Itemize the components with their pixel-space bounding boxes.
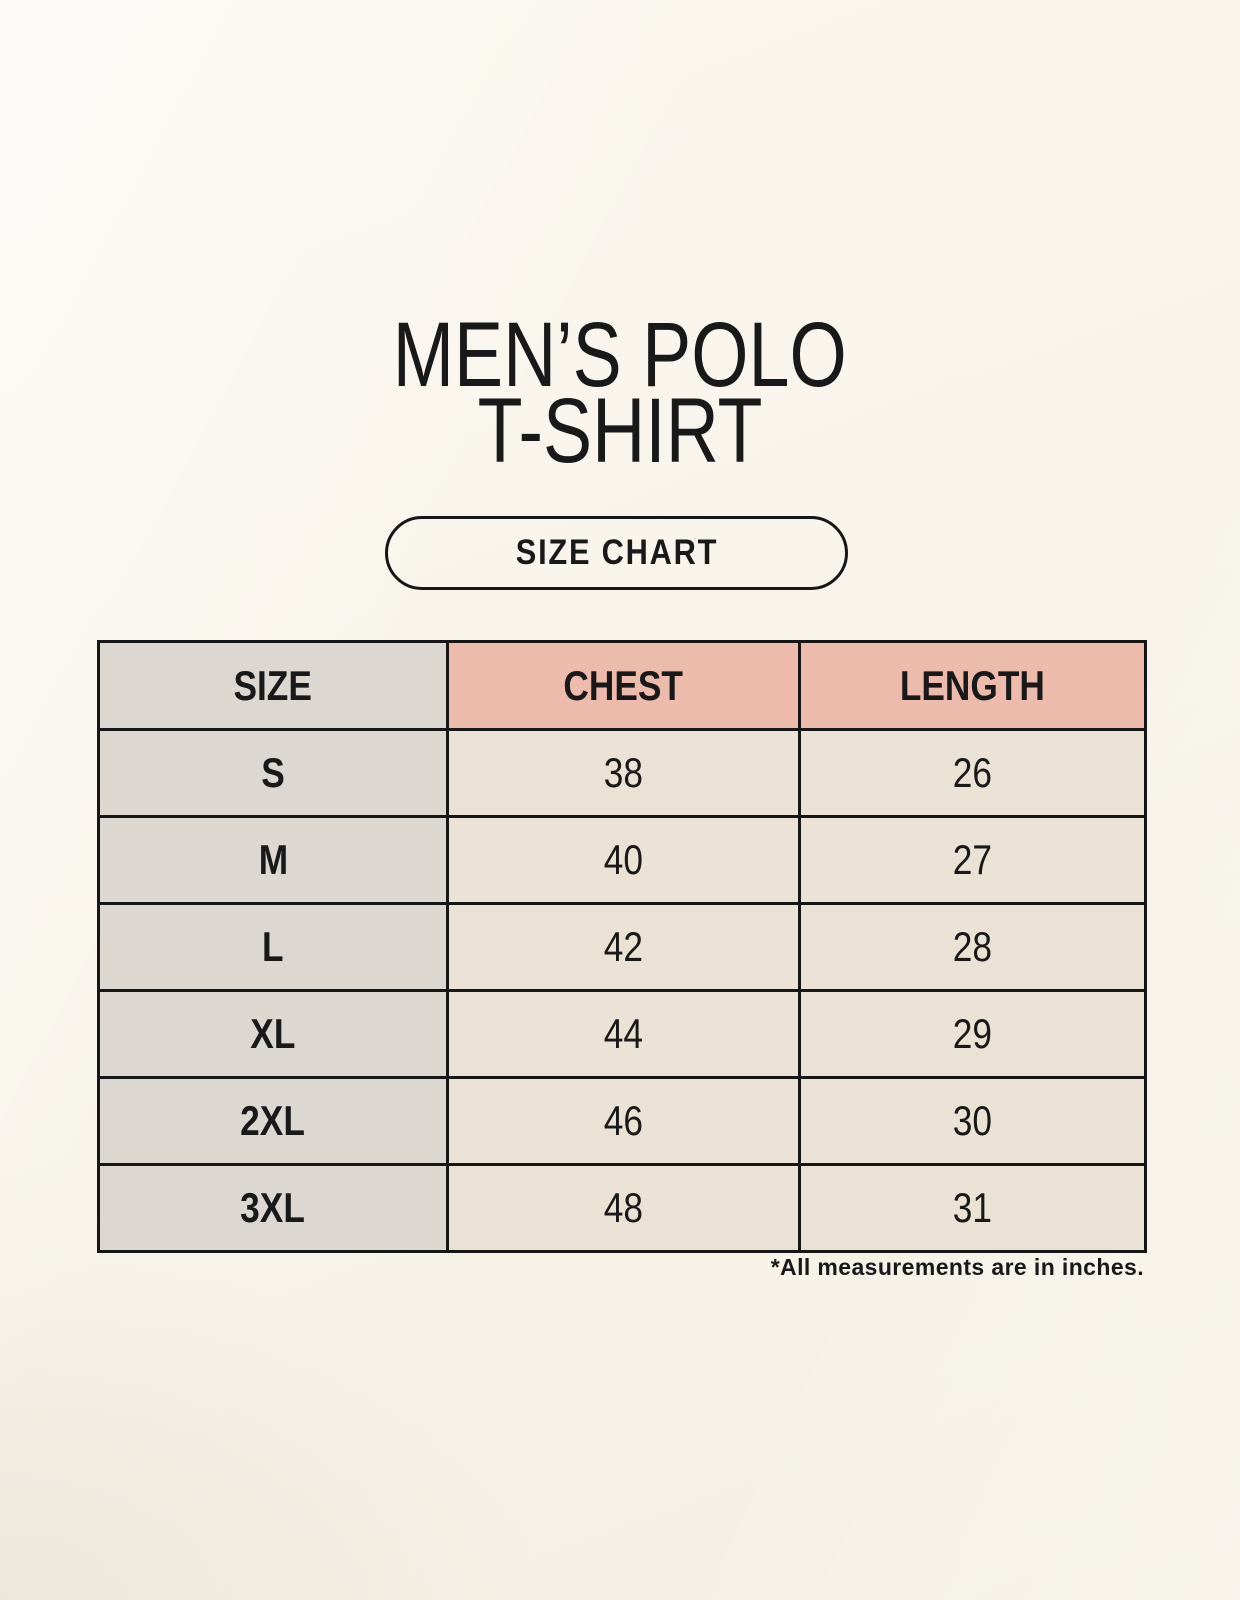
table-row: 2XL 46 30 bbox=[97, 1076, 1147, 1166]
length-cell: 29 bbox=[798, 989, 1147, 1079]
size-chart-badge[interactable]: SIZE CHART bbox=[385, 516, 848, 590]
length-cell: 30 bbox=[798, 1076, 1147, 1166]
length-cell: 26 bbox=[798, 728, 1147, 818]
size-cell: 2XL bbox=[97, 1076, 449, 1166]
header-row: SIZE CHEST LENGTH bbox=[97, 640, 1147, 731]
length-cell: 28 bbox=[798, 902, 1147, 992]
page-title-line2: T-SHIRT bbox=[477, 380, 763, 482]
length-cell: 27 bbox=[798, 815, 1147, 905]
size-table-header: SIZE CHEST LENGTH bbox=[97, 640, 1147, 731]
chest-cell: 40 bbox=[446, 815, 801, 905]
size-cell: 3XL bbox=[97, 1163, 449, 1253]
table-row: S 38 26 bbox=[97, 728, 1147, 818]
table-row: L 42 28 bbox=[97, 902, 1147, 992]
size-table: SIZE CHEST LENGTH S 38 26 M 40 27 L 42 28 XL 44 29 2… bbox=[97, 640, 1147, 1253]
table-row: XL 44 29 bbox=[97, 989, 1147, 1079]
size-table-body: S 38 26 M 40 27 L 42 28 XL 44 29 2XL 46 30 3XL 48 31 bbox=[97, 728, 1147, 1253]
size-cell: XL bbox=[97, 989, 449, 1079]
chest-cell: 46 bbox=[446, 1076, 801, 1166]
table-row: M 40 27 bbox=[97, 815, 1147, 905]
measurements-footnote: *All measurements are in inches. bbox=[770, 1254, 1144, 1280]
column-header-length: LENGTH bbox=[798, 640, 1147, 731]
length-cell: 31 bbox=[798, 1163, 1147, 1253]
size-chart-badge-label: SIZE CHART bbox=[515, 533, 718, 572]
chest-cell: 38 bbox=[446, 728, 801, 818]
page-title: MEN’S POLO T-SHIRT bbox=[0, 304, 1240, 482]
size-cell: S bbox=[97, 728, 449, 818]
chest-cell: 44 bbox=[446, 989, 801, 1079]
chest-cell: 48 bbox=[446, 1163, 801, 1253]
size-cell: L bbox=[97, 902, 449, 992]
column-header-size: SIZE bbox=[97, 640, 449, 731]
page-title-line1: MEN’S POLO bbox=[393, 304, 847, 406]
size-cell: M bbox=[97, 815, 449, 905]
column-header-chest: CHEST bbox=[446, 640, 801, 731]
table-row: 3XL 48 31 bbox=[97, 1163, 1147, 1253]
chest-cell: 42 bbox=[446, 902, 801, 992]
